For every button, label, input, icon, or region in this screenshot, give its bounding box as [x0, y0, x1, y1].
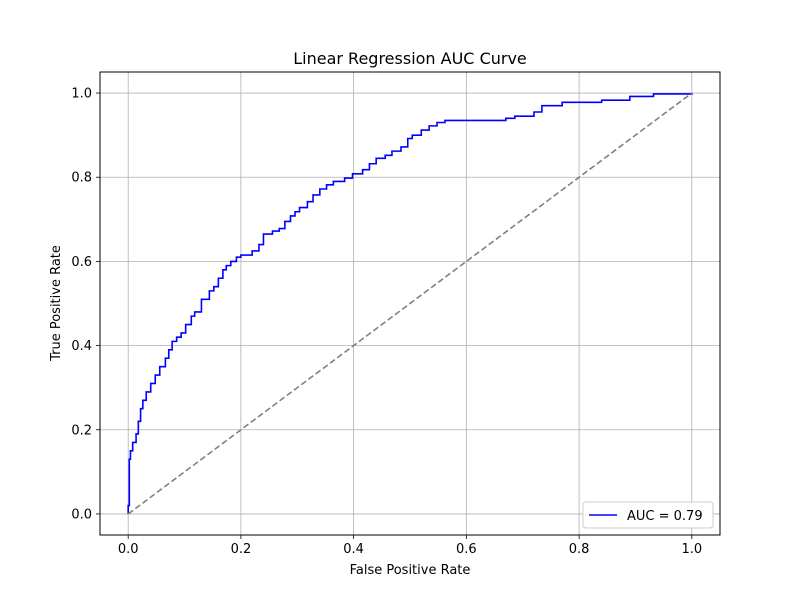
x-tick-label: 0.8 [569, 542, 590, 557]
legend: AUC = 0.79 [582, 501, 714, 529]
axis-ticks: 0.0 0.2 0.4 0.6 0.8 1.0 0.0 0.2 0.4 0.6 0.8 1.0 [71, 87, 702, 557]
grid [100, 72, 720, 535]
y-tick-label: 0.2 [71, 423, 92, 438]
legend-box [582, 501, 714, 529]
plot-frame [99, 71, 721, 536]
x-tick-label: 0.0 [118, 542, 139, 557]
legend-label: AUC = 0.79 [627, 509, 703, 524]
x-axis-label: False Positive Rate [350, 563, 471, 578]
x-tick-label: 0.6 [456, 542, 477, 557]
plot-series [127, 92, 693, 515]
x-tick-label: 1.0 [681, 542, 702, 557]
y-axis-label: True Positive Rate [49, 245, 64, 362]
y-tick-label: 0.6 [71, 255, 92, 270]
y-tick-label: 1.0 [71, 87, 92, 102]
y-tick-label: 0.4 [71, 339, 92, 354]
y-tick-label: 0.8 [71, 171, 92, 186]
random-baseline-line [127, 92, 693, 515]
y-tick-label: 0.0 [71, 507, 92, 522]
chart-title: Linear Regression AUC Curve [293, 49, 527, 68]
x-tick-label: 0.4 [343, 542, 364, 557]
roc-curve-line [127, 93, 693, 514]
x-tick-label: 0.2 [231, 542, 252, 557]
